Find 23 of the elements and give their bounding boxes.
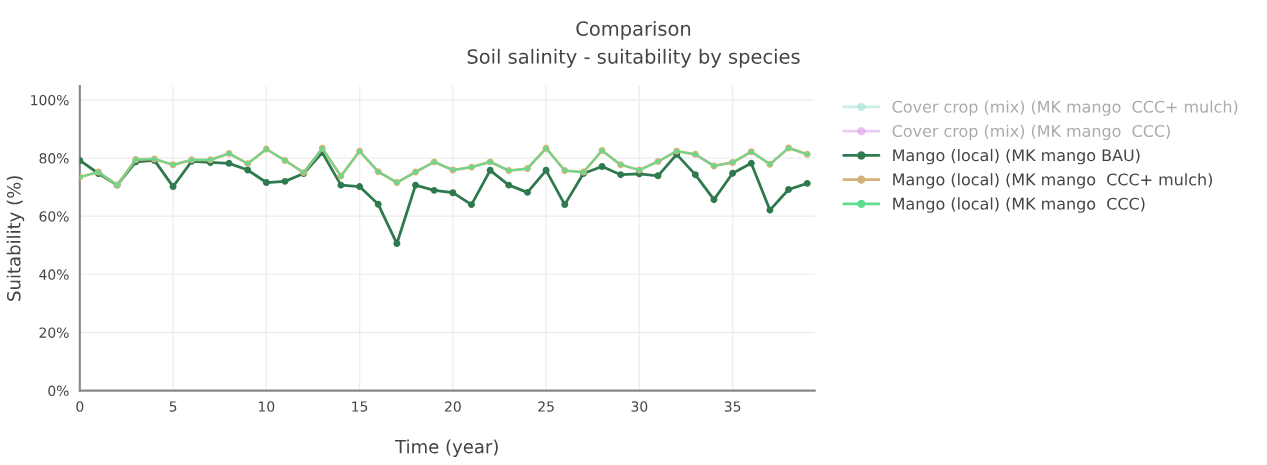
- x-tick-label: 10: [259, 401, 275, 412]
- x-tick-label: 35: [724, 401, 741, 412]
- x-tick-label: 0: [76, 401, 84, 412]
- x-tick-label: 30: [631, 401, 648, 412]
- y-tick-label: 40%: [39, 269, 69, 280]
- x-tick-label: 20: [445, 401, 461, 412]
- y-tick-label: 100%: [31, 94, 69, 106]
- x-tick-label: 5: [169, 401, 177, 412]
- legend-label: Mango (local) (MK mango CCC+ mulch): [893, 173, 1212, 189]
- y-axis-title: Suitability (%): [6, 176, 25, 301]
- legend-label: Mango (local) (MK mango CCC): [893, 197, 1145, 213]
- x-tick-label: 15: [352, 401, 368, 412]
- x-tick-label: 25: [538, 401, 554, 412]
- legend-label: Cover crop (mix) (MK mango CCC): [892, 124, 1170, 141]
- y-tick-label: 20%: [39, 327, 69, 338]
- y-tick-label: 80%: [39, 153, 69, 164]
- chart-subtitle: Soil salinity - suitability by species: [467, 48, 800, 68]
- legend-label: Cover crop (mix) (MK mango CCC+ mulch): [892, 100, 1238, 116]
- y-tick-label: 60%: [39, 211, 69, 222]
- x-axis-title: Time (year): [395, 439, 498, 457]
- chart-title: Comparison: [576, 20, 691, 40]
- y-tick-label: 0%: [48, 385, 69, 397]
- legend-label: Mango (local) (MK mango BAU): [893, 148, 1140, 165]
